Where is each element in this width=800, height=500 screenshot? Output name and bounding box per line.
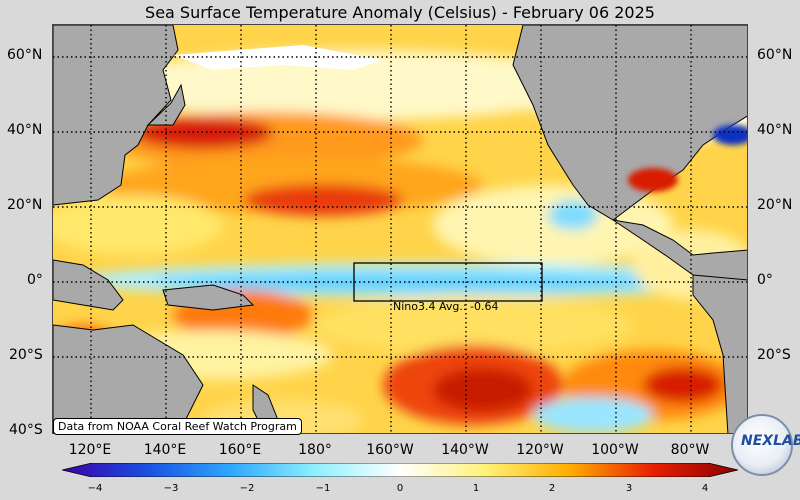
- lon-label-160w: 160°W: [366, 442, 414, 458]
- land-japan: [146, 83, 186, 126]
- logo-text: NEXLAB: [741, 433, 800, 449]
- lat-label-20n-right: 20°N: [757, 197, 793, 213]
- land-south-america: [692, 274, 747, 433]
- colorbar-tick-neg4: −4: [87, 483, 103, 494]
- lon-label-120w: 120°W: [516, 442, 564, 458]
- lon-label-140w: 140°W: [441, 442, 489, 458]
- lon-label-140e: 140°E: [143, 442, 187, 458]
- colorbar-tick-neg1: −1: [315, 483, 331, 494]
- lat-label-40s-left: 40°S: [9, 422, 43, 438]
- land-indonesia: [53, 259, 124, 311]
- land-new-guinea: [162, 284, 255, 311]
- graticule: [53, 25, 747, 433]
- colorbar: [61, 462, 739, 480]
- lon-label-120e: 120°E: [68, 442, 112, 458]
- lat-label-40n-right: 40°N: [757, 122, 793, 138]
- colorbar-svg: [61, 462, 739, 480]
- colorbar-tick-neg3: −3: [163, 483, 179, 494]
- colorbar-tick-4: 4: [701, 483, 709, 494]
- map-canvas: [53, 25, 747, 433]
- lat-label-40n-left: 40°N: [7, 122, 43, 138]
- coastal-patches: [628, 125, 747, 192]
- colorbar-tick-0: 0: [396, 483, 404, 494]
- lat-label-60n-left: 60°N: [7, 47, 43, 63]
- sst-anomaly-map: [52, 24, 748, 434]
- lon-label-160e: 160°E: [218, 442, 262, 458]
- colorbar-tick-3: 3: [625, 483, 633, 494]
- lat-label-eq-left: 0°: [27, 272, 43, 288]
- nexlab-logo: NEXLAB: [731, 414, 800, 476]
- colorbar-tick-1: 1: [472, 483, 480, 494]
- land-north-america: [512, 25, 747, 221]
- lat-label-eq-right: 0°: [757, 272, 773, 288]
- lat-label-20s-left: 20°S: [9, 347, 43, 363]
- colorbar-gradient: [61, 462, 739, 478]
- data-credit: Data from NOAA Coral Reef Watch Program: [53, 418, 302, 435]
- land: [53, 25, 747, 433]
- colorbar-tick-2: 2: [548, 483, 556, 494]
- nino34-box: [353, 262, 543, 302]
- lon-label-100w: 100°W: [591, 442, 639, 458]
- lat-label-20n-left: 20°N: [7, 197, 43, 213]
- lon-label-180: 180°: [298, 442, 332, 458]
- nino34-avg-label: Nino3.4 Avg.: -0.64: [393, 300, 499, 313]
- map-title: Sea Surface Temperature Anomaly (Celsius…: [145, 3, 655, 22]
- colorbar-tick-neg2: −2: [239, 483, 255, 494]
- lat-label-60n-right: 60°N: [757, 47, 793, 63]
- lat-label-20s-right: 20°S: [757, 347, 791, 363]
- land-australia: [53, 324, 204, 433]
- lon-label-80w: 80°W: [670, 442, 710, 458]
